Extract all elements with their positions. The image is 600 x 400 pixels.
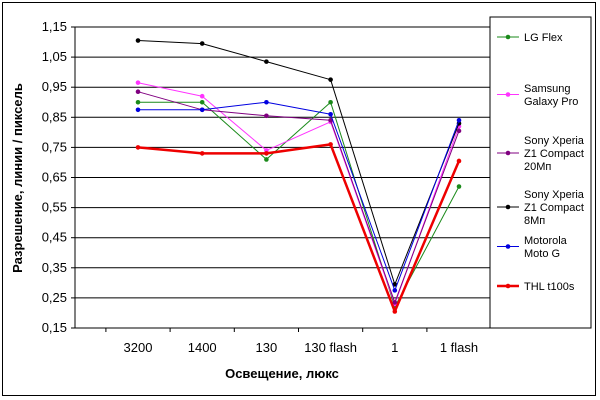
legend-label: Galaxy Pro: [524, 96, 578, 108]
x-tick-label: 1: [391, 340, 398, 355]
x-axis-title: Освещение, люкс: [225, 366, 339, 381]
y-tick-label: 0,15: [42, 320, 67, 335]
data-point: [264, 99, 269, 105]
legend-label: Sony Xperia: [524, 135, 585, 147]
data-point: [328, 77, 333, 82]
y-tick-label: 1,05: [42, 49, 67, 64]
data-point: [392, 282, 398, 287]
y-tick-label: 0,95: [42, 79, 67, 94]
y-tick-label: 0,45: [42, 230, 67, 245]
data-point: [199, 41, 205, 46]
data-point: [135, 80, 141, 85]
data-point: [264, 157, 269, 162]
series-line: [137, 40, 460, 285]
legend-label: Samsung: [524, 83, 570, 95]
data-point: [328, 118, 333, 123]
legend-box: [489, 16, 592, 329]
y-tick-label: 0,25: [42, 290, 67, 305]
y-tick-label: 0,35: [42, 260, 67, 275]
data-point: [328, 142, 333, 147]
x-tick-label: 3200: [124, 340, 153, 355]
legend-label: 20Мп: [524, 161, 551, 173]
legend-item: THL t100s: [497, 281, 575, 293]
data-point: [264, 151, 269, 156]
data-point: [456, 184, 462, 189]
data-point: [392, 300, 398, 305]
data-point: [456, 158, 462, 164]
legend-item: LG Flex: [497, 32, 563, 44]
data-point: [135, 99, 141, 105]
y-tick-label: 0,65: [42, 170, 67, 185]
y-tick-label: 1,15: [42, 19, 67, 34]
x-tick-label: 130 flash: [304, 340, 357, 355]
data-point: [199, 99, 205, 105]
legend-label: Moto G: [524, 248, 560, 260]
data-point: [135, 38, 141, 43]
x-tick-label: 1 flash: [440, 340, 478, 355]
legend-swatch-marker: [505, 244, 511, 249]
legend-swatch-marker: [505, 150, 511, 156]
legend-label: Sony Xperia: [524, 189, 585, 201]
series-line: [137, 91, 460, 303]
data-point: [456, 128, 462, 134]
x-tick-label: 1400: [188, 340, 217, 355]
legend-label: 8Мп: [524, 215, 545, 227]
y-tick-label: 0,85: [42, 109, 67, 124]
data-point: [392, 288, 398, 293]
x-tick-label: 130: [256, 340, 278, 355]
data-point: [456, 118, 462, 123]
y-axis-title: Разрешение, линии / пиксель: [10, 83, 25, 273]
data-point: [135, 145, 141, 150]
legend-label: LG Flex: [524, 32, 563, 44]
legend-swatch-marker: [505, 283, 511, 289]
series-layer: [135, 38, 462, 314]
y-tick-label: 0,55: [42, 200, 67, 215]
series-line: [137, 143, 461, 313]
data-point: [328, 111, 333, 117]
legend-swatch-marker: [505, 92, 511, 97]
data-point: [199, 107, 205, 113]
data-point: [264, 113, 269, 119]
series-group: [135, 89, 462, 305]
legend-label: Motorola: [524, 235, 568, 247]
legend-swatch-marker: [505, 34, 511, 40]
x-axis: 3200 1400 130 130 flash 1 1 flash: [105, 328, 478, 355]
y-tick-label: 0,75: [42, 139, 67, 154]
data-point: [328, 99, 333, 105]
data-point: [392, 309, 398, 314]
data-point: [264, 59, 269, 64]
legend-label: Z1 Compact: [524, 148, 584, 160]
series-group: [135, 142, 462, 314]
legend-label: THL t100s: [524, 281, 575, 293]
legend-label: Z1 Compact: [524, 202, 584, 214]
legend-swatch-marker: [505, 204, 511, 210]
data-point: [199, 93, 205, 99]
data-point: [135, 89, 141, 95]
series-line: [138, 101, 460, 291]
series-group: [135, 99, 462, 293]
data-point: [199, 151, 205, 156]
y-axis: 0,15 0,25 0,35 0,45 0,55 0,65 0,75 0,85 0,95 1,05…: [42, 19, 75, 335]
data-point: [135, 107, 141, 113]
